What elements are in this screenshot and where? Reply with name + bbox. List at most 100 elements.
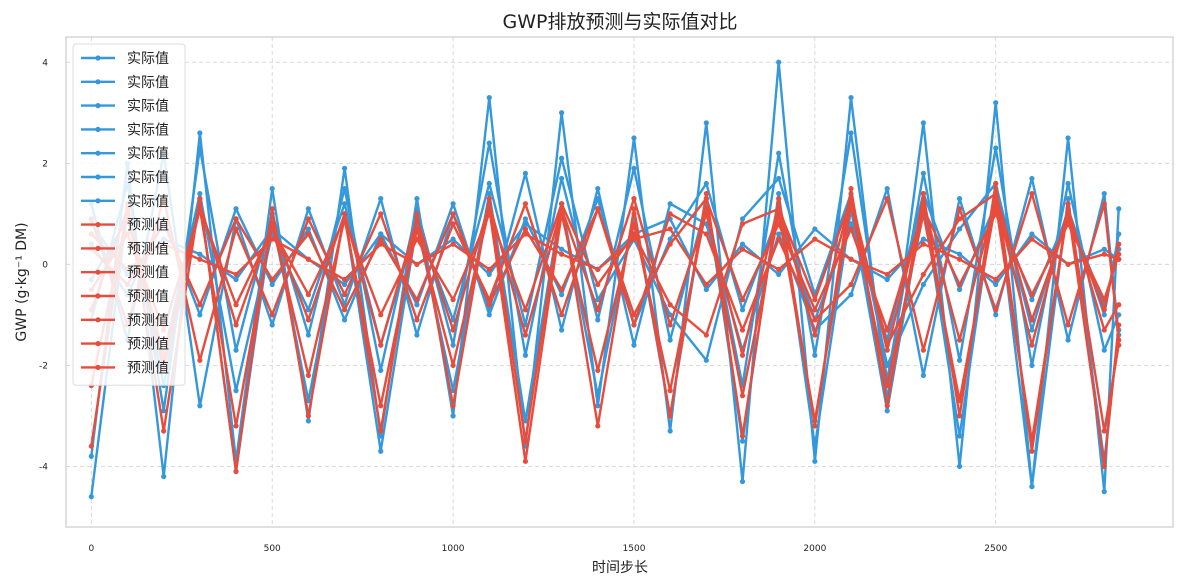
data-point — [776, 175, 782, 182]
data-point — [522, 221, 529, 227]
data-point — [667, 312, 673, 318]
legend-item: 实际值 — [81, 99, 169, 115]
data-point — [739, 297, 746, 303]
data-point — [522, 458, 529, 464]
data-point — [595, 196, 601, 202]
legend-item: 预测值 — [81, 360, 169, 376]
legend-marker — [95, 269, 101, 275]
data-point — [269, 185, 275, 192]
data-point — [559, 312, 565, 318]
data-point — [1065, 261, 1071, 267]
data-point — [812, 226, 818, 232]
data-point — [486, 271, 492, 278]
legend-item: 预测值 — [81, 313, 169, 329]
data-point — [1065, 180, 1071, 187]
data-point — [486, 302, 492, 308]
data-point — [631, 135, 637, 141]
data-point — [667, 302, 673, 308]
legend-marker — [95, 364, 101, 370]
data-point — [667, 226, 673, 232]
x-tick-label: 2500 — [984, 544, 1007, 554]
data-point — [1101, 463, 1107, 469]
data-point — [667, 388, 673, 394]
data-point — [595, 367, 601, 374]
data-point — [450, 362, 456, 368]
data-point — [1029, 317, 1035, 323]
data-point — [1029, 292, 1035, 298]
data-point — [1116, 256, 1122, 262]
data-point — [559, 201, 565, 207]
data-point — [920, 236, 926, 242]
data-point — [703, 357, 709, 363]
data-point — [1101, 297, 1107, 303]
data-point — [956, 281, 963, 288]
data-point — [993, 281, 999, 288]
legend-label: 预测值 — [127, 241, 169, 257]
data-point — [522, 216, 529, 222]
legend-marker — [95, 222, 101, 228]
data-point — [197, 357, 203, 363]
legend-item: 实际值 — [81, 75, 169, 91]
data-point — [884, 276, 890, 283]
data-point — [378, 241, 384, 247]
data-point — [269, 206, 275, 212]
data-point — [414, 261, 420, 267]
data-point — [414, 206, 420, 212]
data-point — [739, 216, 746, 222]
data-point — [595, 206, 601, 212]
data-point — [559, 251, 565, 257]
data-point — [233, 276, 239, 283]
data-point — [812, 332, 818, 338]
data-point — [414, 302, 420, 308]
data-point — [920, 271, 926, 278]
x-tick-label: 500 — [264, 544, 281, 554]
data-point — [631, 322, 637, 328]
y-tick-label: 2 — [42, 159, 48, 169]
series-line — [90, 202, 1120, 468]
data-point — [233, 271, 239, 278]
data-point — [559, 110, 565, 116]
legend-item: 实际值 — [81, 146, 169, 162]
data-point — [1029, 483, 1035, 490]
data-point — [378, 428, 384, 434]
data-point — [486, 266, 492, 272]
data-point — [378, 403, 384, 409]
data-point — [269, 221, 275, 227]
data-point — [559, 246, 565, 252]
data-point — [1101, 307, 1107, 313]
data-point — [341, 211, 348, 217]
data-point — [595, 266, 601, 272]
data-point — [486, 201, 492, 207]
data-point — [450, 221, 456, 227]
data-point — [812, 418, 818, 424]
data-point — [414, 226, 420, 232]
data-point — [305, 216, 311, 222]
data-point — [522, 332, 529, 338]
legend-label: 预测值 — [127, 360, 169, 376]
data-point — [1029, 175, 1035, 182]
data-point — [595, 307, 601, 313]
series-layer — [88, 59, 1122, 500]
data-point — [776, 236, 782, 242]
legend-item: 实际值 — [81, 122, 169, 138]
data-point — [1116, 241, 1122, 247]
data-point — [486, 95, 492, 101]
data-point — [450, 413, 456, 419]
data-point — [378, 342, 384, 348]
data-point — [776, 59, 782, 65]
data-point — [703, 196, 709, 202]
data-point — [486, 206, 492, 212]
data-point — [341, 185, 348, 192]
data-point — [161, 428, 167, 434]
data-point — [450, 297, 456, 303]
data-point — [378, 312, 384, 318]
legend-label: 预测值 — [127, 289, 169, 305]
legend-marker — [95, 126, 101, 132]
legend-marker — [95, 150, 101, 156]
data-point — [522, 170, 529, 176]
data-point — [1029, 297, 1035, 303]
data-point — [776, 266, 782, 272]
data-point — [884, 347, 890, 353]
data-point — [197, 201, 203, 207]
data-point — [414, 216, 420, 222]
